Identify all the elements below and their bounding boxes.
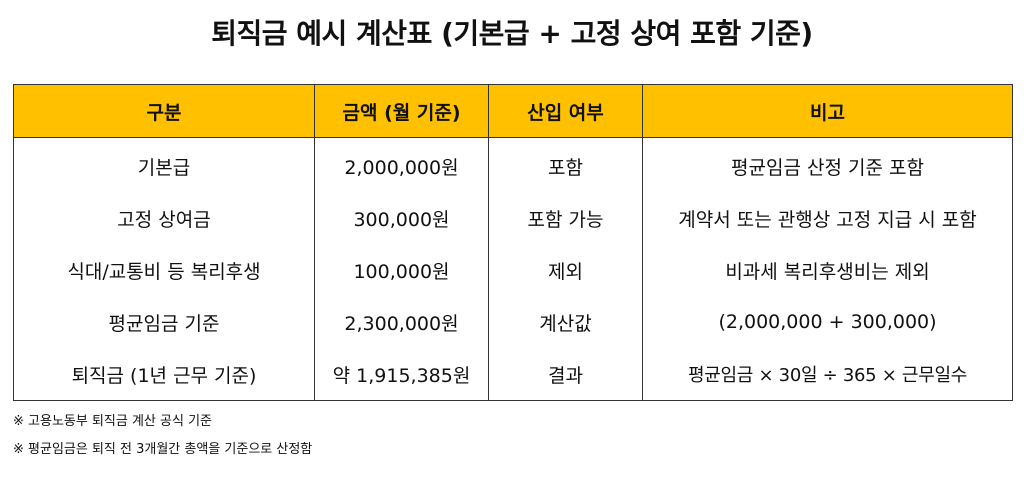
cell-inclusion: 결과: [488, 348, 643, 401]
table-row: 식대/교통비 등 복리후생 100,000원 제외 비과세 복리후생비는 제외: [13, 244, 1013, 296]
cell-amount: 2,300,000원: [314, 296, 489, 348]
cell-inclusion: 제외: [488, 244, 643, 296]
cell-category: 평균임금 기준: [13, 296, 315, 348]
cell-remarks: 평균임금 산정 기준 포함: [642, 137, 1013, 192]
footnote: ※ 고용노동부 퇴직금 계산 공식 기준: [13, 414, 212, 429]
cell-amount: 100,000원: [314, 244, 489, 296]
table-row: 퇴직금 (1년 근무 기준) 약 1,915,385원 결과 평균임금 × 30…: [13, 348, 1013, 401]
table-header-row: 구분 금액 (월 기준) 산입 여부 비고: [13, 84, 1013, 138]
footnote: ※ 평균임금은 퇴직 전 3개월간 총액을 기준으로 산정함: [13, 442, 313, 457]
cell-inclusion: 포함: [488, 137, 643, 192]
severance-calculation-table: 구분 금액 (월 기준) 산입 여부 비고 기본급 2,000,000원 포함 …: [13, 84, 1013, 401]
cell-inclusion: 계산값: [488, 296, 643, 348]
header-inclusion: 산입 여부: [488, 84, 643, 138]
table-row: 고정 상여금 300,000원 포함 가능 계약서 또는 관행상 고정 지급 시…: [13, 192, 1013, 244]
cell-remarks: 비과세 복리후생비는 제외: [642, 244, 1013, 296]
cell-category: 고정 상여금: [13, 192, 315, 244]
cell-amount: 2,000,000원: [314, 137, 489, 192]
footnotes: ※ 고용노동부 퇴직금 계산 공식 기준 ※ 평균임금은 퇴직 전 3개월간 총…: [13, 408, 312, 464]
page-title: 퇴직금 예시 계산표 (기본급 + 고정 상여 포함 기준): [211, 17, 813, 50]
cell-remarks: 평균임금 × 30일 ÷ 365 × 근무일수: [642, 348, 1013, 401]
table-row: 기본급 2,000,000원 포함 평균임금 산정 기준 포함: [13, 137, 1013, 192]
cell-category: 기본급: [13, 137, 315, 192]
cell-amount: 300,000원: [314, 192, 489, 244]
table-row: 평균임금 기준 2,300,000원 계산값 (2,000,000 + 300,…: [13, 296, 1013, 348]
cell-category: 식대/교통비 등 복리후생: [13, 244, 315, 296]
cell-remarks: 계약서 또는 관행상 고정 지급 시 포함: [642, 192, 1013, 244]
cell-category: 퇴직금 (1년 근무 기준): [13, 348, 315, 401]
header-amount: 금액 (월 기준): [314, 84, 489, 138]
cell-amount: 약 1,915,385원: [314, 348, 489, 401]
cell-remarks: (2,000,000 + 300,000): [642, 296, 1013, 348]
cell-inclusion: 포함 가능: [488, 192, 643, 244]
header-remarks: 비고: [642, 84, 1013, 138]
header-category: 구분: [13, 84, 315, 138]
